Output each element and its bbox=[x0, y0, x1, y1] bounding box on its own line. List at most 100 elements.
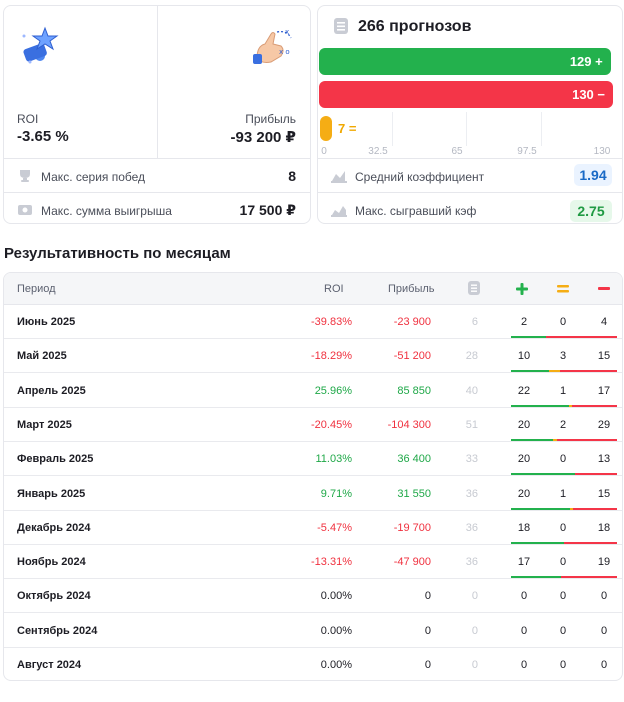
table-row[interactable]: Май 2025 -18.29% -51 200 28 10 3 15 bbox=[4, 339, 622, 374]
roi-label: ROI bbox=[17, 112, 39, 126]
table-row[interactable]: Апрель 2025 25.96% 85 850 40 22 1 17 bbox=[4, 374, 622, 408]
win-segment bbox=[511, 336, 547, 338]
draw-segment bbox=[552, 438, 557, 441]
divider bbox=[318, 192, 622, 193]
axis-tick: 97.5 bbox=[517, 146, 537, 157]
period-cell: Октябрь 2024 bbox=[17, 590, 91, 603]
roi-value: -3.65 % bbox=[17, 128, 69, 145]
total-icon[interactable] bbox=[468, 281, 480, 295]
axis-tick: 65 bbox=[451, 146, 463, 157]
win-segment bbox=[511, 541, 564, 544]
result-ratio-bar bbox=[511, 576, 617, 579]
total-cell: 0 bbox=[471, 659, 478, 671]
draws-bar bbox=[320, 116, 332, 141]
profit-cell: -47 900 bbox=[393, 556, 431, 569]
losses-bar: 130 − bbox=[319, 81, 613, 108]
roi-cell: 11.03% bbox=[315, 453, 353, 466]
gridline bbox=[466, 112, 467, 146]
roi-cell: -13.31% bbox=[311, 556, 352, 569]
header-roi[interactable]: ROI bbox=[324, 283, 344, 295]
draws-cell: 0 bbox=[559, 624, 567, 637]
wins-cell: 20 bbox=[517, 487, 531, 500]
win-segment bbox=[511, 438, 553, 441]
draws-cell: 3 bbox=[559, 350, 567, 363]
max-coef-badge: 2.75 bbox=[570, 200, 612, 222]
wins-cell: 22 bbox=[517, 384, 531, 397]
divider bbox=[318, 158, 622, 159]
profit-cell: 0 bbox=[424, 624, 431, 637]
header-period[interactable]: Период bbox=[17, 283, 56, 295]
draws-cell: 0 bbox=[559, 590, 567, 603]
table-row[interactable]: Июнь 2025 -39.83% -23 900 6 2 0 4 bbox=[4, 305, 622, 339]
roi-cell: 9.71% bbox=[320, 487, 352, 500]
result-ratio-bar bbox=[511, 404, 617, 407]
minus-icon[interactable] bbox=[598, 287, 610, 291]
table-row[interactable]: Октябрь 2024 0.00% 0 0 0 0 0 bbox=[4, 579, 622, 614]
total-cell: 6 bbox=[471, 316, 478, 328]
draw-segment bbox=[569, 507, 573, 510]
losses-cell: 0 bbox=[600, 624, 608, 637]
win-streak-value: 8 bbox=[288, 168, 296, 184]
wins-cell: 10 bbox=[517, 350, 531, 363]
total-cell: 51 bbox=[465, 418, 478, 431]
table-row[interactable]: Август 2024 0.00% 0 0 0 0 0 bbox=[4, 648, 622, 680]
roi-cell: 25.96% bbox=[314, 384, 352, 397]
predictions-title: 266 прогнозов bbox=[358, 18, 472, 35]
losses-cell: 19 bbox=[597, 556, 611, 569]
loss-segment bbox=[546, 336, 617, 338]
axis-tick: 32.5 bbox=[368, 146, 388, 157]
total-cell: 40 bbox=[465, 384, 478, 397]
roi-cell: 0.00% bbox=[320, 624, 352, 637]
cash-icon bbox=[18, 205, 32, 215]
table-row[interactable]: Март 2025 -20.45% -104 300 51 20 2 29 bbox=[4, 408, 622, 442]
total-cell: 36 bbox=[465, 521, 478, 534]
win-segment bbox=[511, 404, 570, 407]
losses-cell: 15 bbox=[597, 350, 611, 363]
loss-segment bbox=[556, 438, 617, 441]
period-cell: Июнь 2025 bbox=[17, 316, 76, 328]
losses-cell: 13 bbox=[597, 453, 611, 466]
draw-segment bbox=[548, 370, 561, 373]
table-row[interactable]: Январь 2025 9.71% 31 550 36 20 1 15 bbox=[4, 477, 622, 511]
table-row[interactable]: Декабрь 2024 -5.47% -19 700 36 18 0 18 bbox=[4, 511, 622, 545]
wins-cell: 0 bbox=[520, 624, 528, 637]
plus-icon[interactable] bbox=[516, 283, 528, 295]
period-cell: Январь 2025 bbox=[17, 487, 86, 500]
win-segment bbox=[511, 576, 562, 579]
header-profit[interactable]: Прибыль bbox=[388, 283, 435, 295]
wins-cell: 17 bbox=[517, 556, 531, 569]
period-cell: Август 2024 bbox=[17, 659, 82, 671]
result-ratio-bar bbox=[511, 541, 617, 544]
win-streak-label: Макс. серия побед bbox=[41, 170, 146, 184]
max-coef-label: Макс. сыгравший кэф bbox=[355, 204, 477, 218]
equals-icon[interactable] bbox=[557, 284, 569, 294]
avg-coef-label: Средний коэффициент bbox=[355, 170, 485, 184]
gridline bbox=[392, 112, 393, 146]
profit-cell: 36 400 bbox=[397, 453, 431, 466]
profit-cell: 31 550 bbox=[397, 487, 431, 500]
profit-cell: 0 bbox=[424, 659, 431, 671]
wins-cell: 18 bbox=[517, 521, 531, 534]
wins-cell: 0 bbox=[520, 659, 528, 671]
divider bbox=[4, 192, 310, 193]
table-row[interactable]: Февраль 2025 11.03% 36 400 33 20 0 13 bbox=[4, 442, 622, 477]
loss-segment bbox=[564, 541, 617, 544]
svg-text:x o: x o bbox=[279, 48, 290, 56]
coef-chart-icon bbox=[331, 206, 347, 217]
divider bbox=[4, 158, 310, 159]
table-row[interactable]: Сентябрь 2024 0.00% 0 0 0 0 0 bbox=[4, 614, 622, 648]
document-icon bbox=[334, 18, 348, 34]
roi-cell: -5.47% bbox=[317, 521, 352, 534]
period-cell: Февраль 2025 bbox=[17, 453, 94, 466]
draws-cell: 2 bbox=[559, 418, 567, 431]
roi-cell: 0.00% bbox=[320, 659, 352, 671]
max-win-label: Макс. сумма выигрыша bbox=[41, 204, 172, 218]
result-ratio-bar bbox=[511, 336, 617, 338]
profit-cell: 0 bbox=[424, 590, 431, 603]
period-cell: Сентябрь 2024 bbox=[17, 624, 98, 637]
losses-cell: 0 bbox=[600, 590, 608, 603]
draws-label: 7 = bbox=[338, 121, 357, 136]
wins-cell: 0 bbox=[520, 590, 528, 603]
table-row[interactable]: Ноябрь 2024 -13.31% -47 900 36 17 0 19 bbox=[4, 545, 622, 580]
result-ratio-bar bbox=[511, 507, 617, 510]
